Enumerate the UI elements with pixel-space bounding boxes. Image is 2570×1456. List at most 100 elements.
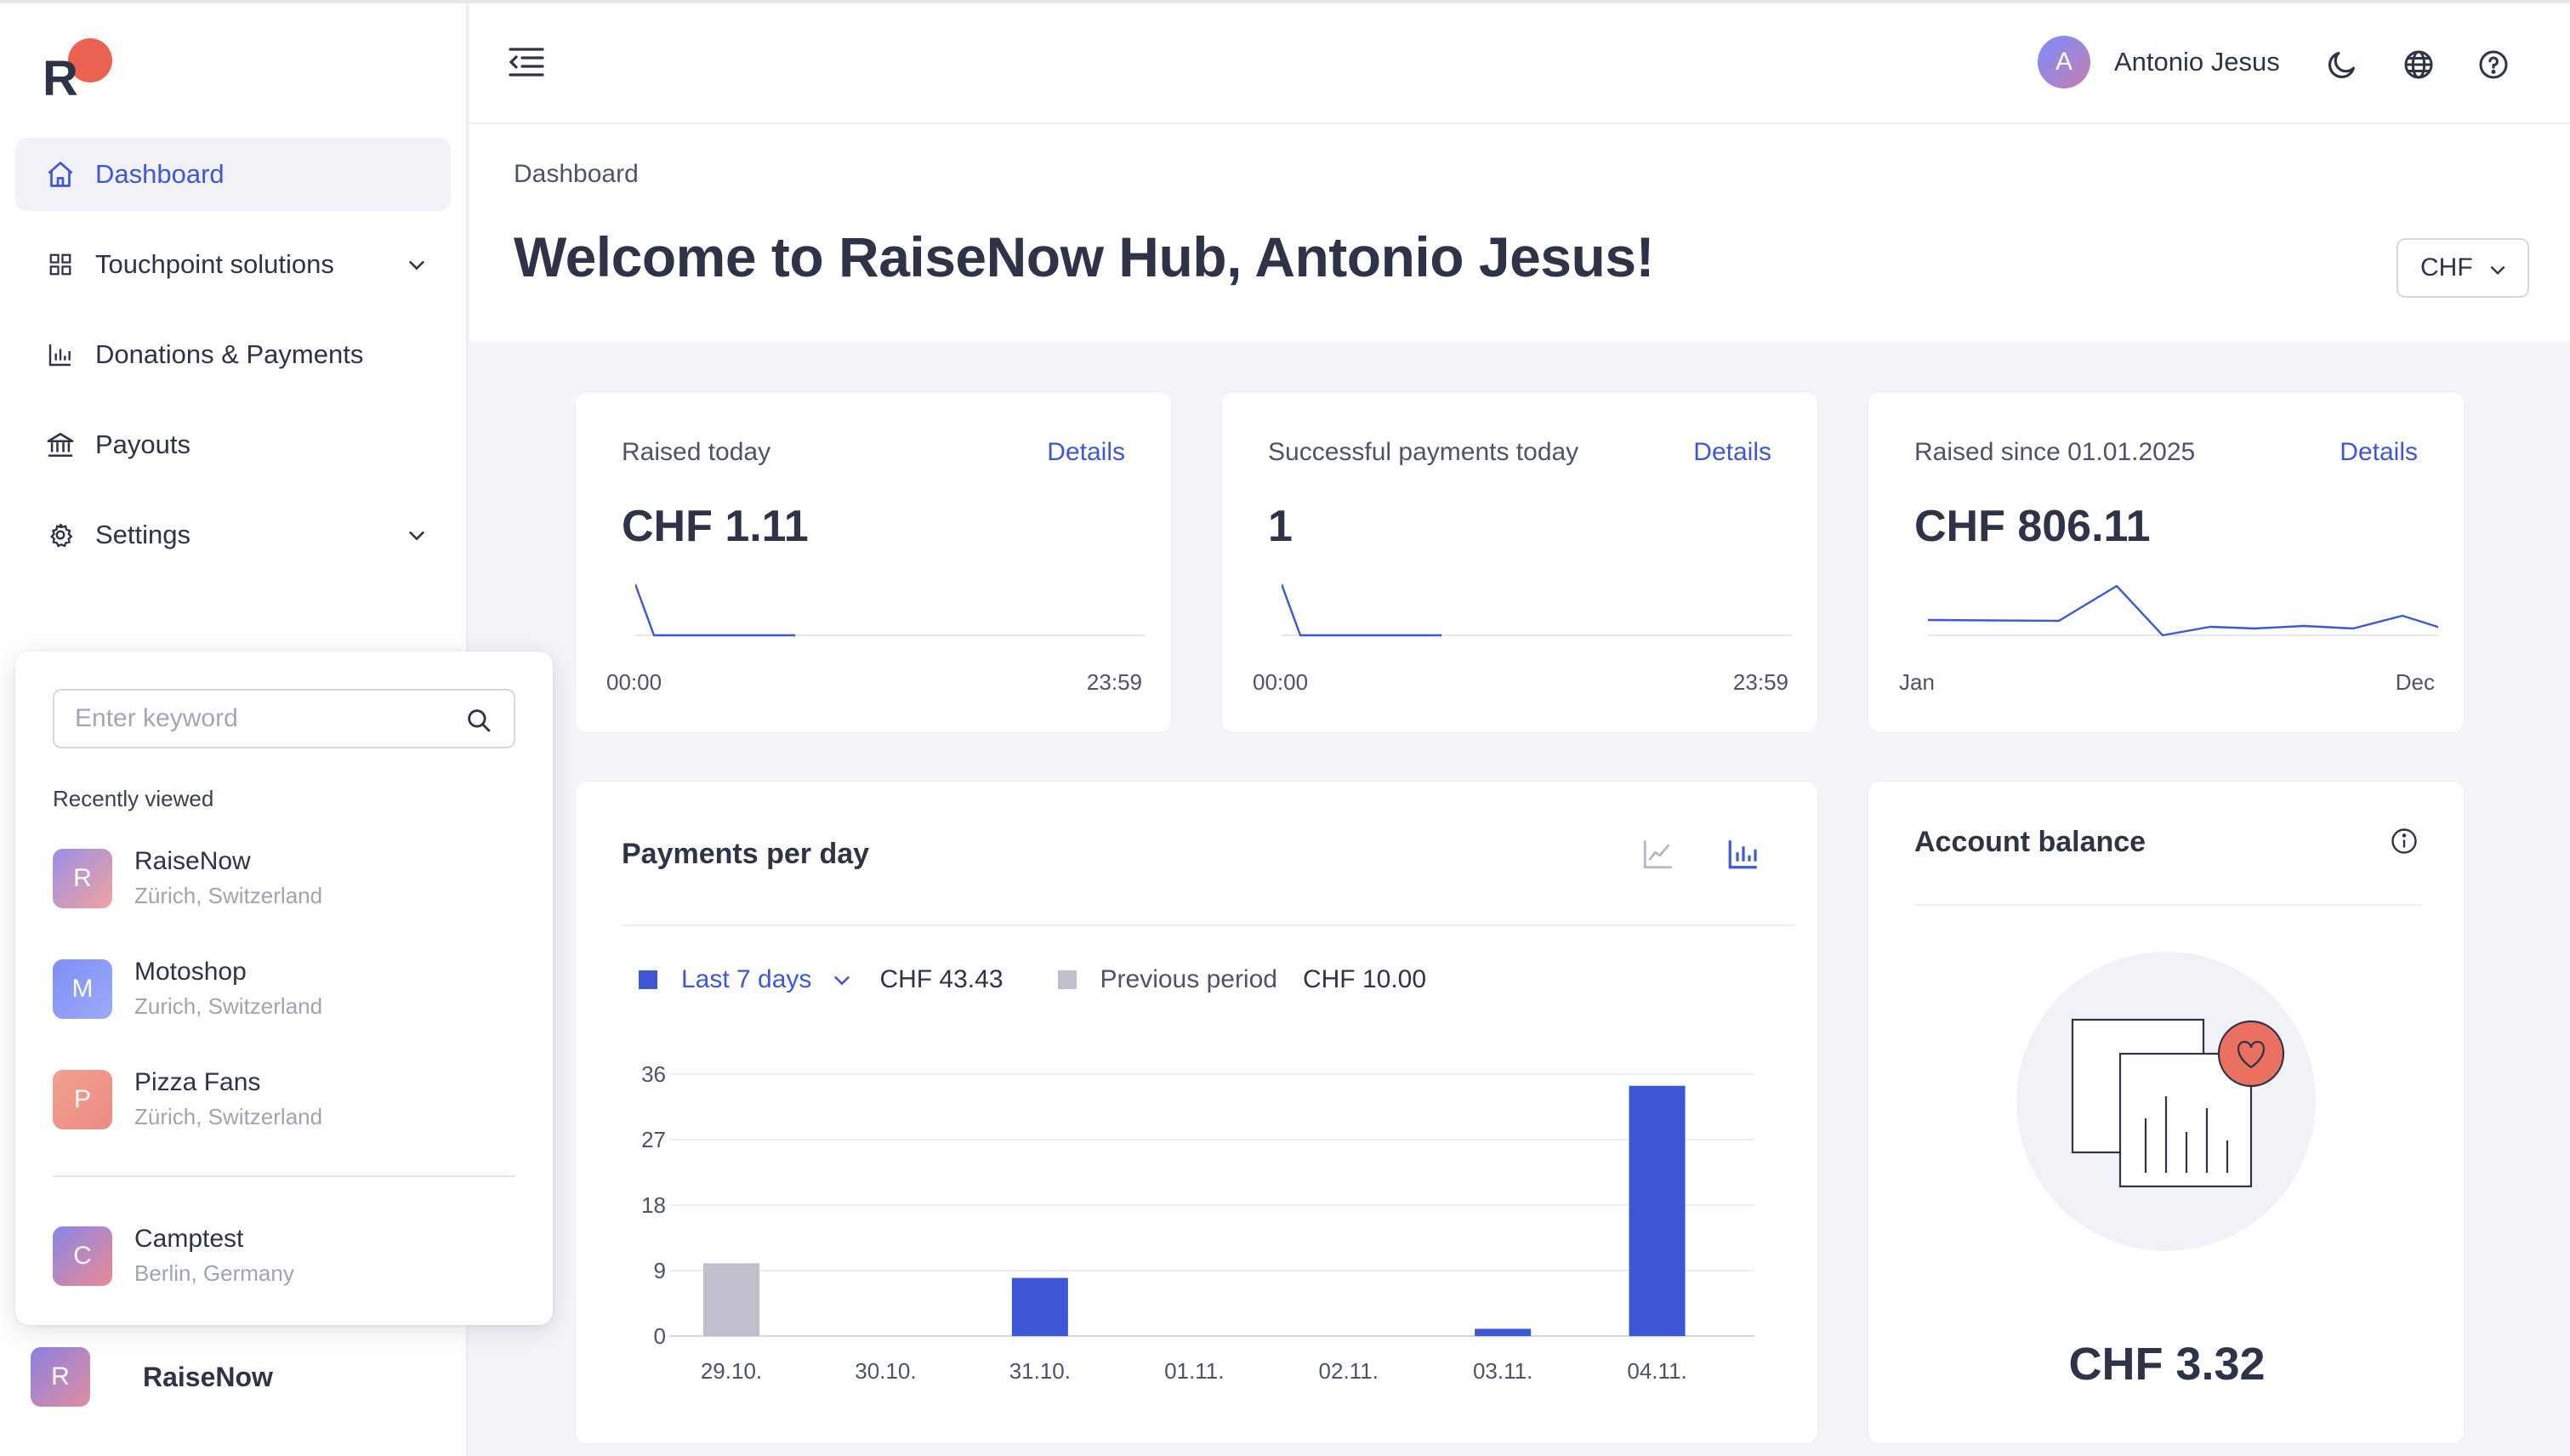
current-org-switcher[interactable]: R RaiseNow (31, 1347, 273, 1407)
page-title: Welcome to RaiseNow Hub, Antonio Jesus! (514, 225, 1655, 288)
sidebar-item-label: Touchpoint solutions (95, 249, 334, 279)
chevron-down-icon (2490, 265, 2505, 276)
bar-chart-icon (44, 338, 77, 371)
sidebar-item-label: Donations & Payments (95, 339, 364, 369)
help-icon[interactable] (2476, 48, 2510, 82)
divider (622, 924, 1795, 926)
stat-value: CHF 806.11 (1914, 502, 2151, 551)
page-header: Dashboard Welcome to RaiseNow Hub, Anton… (469, 124, 2570, 342)
org-name: RaiseNow (134, 847, 251, 875)
collapse-menu-icon[interactable] (507, 44, 546, 80)
account-balance-card: Account balance CHF 3.32 (1868, 781, 2465, 1444)
org-location: Zurich, Switzerland (134, 993, 323, 1019)
stat-label: Raised today (622, 438, 771, 466)
org-item-raisenow[interactable]: R RaiseNow Zürich, Switzerland (53, 847, 322, 909)
sidebar-item-label: Settings (95, 520, 191, 549)
org-item-motoshop[interactable]: M Motoshop Zurich, Switzerland (53, 958, 322, 1020)
y-tick-label: 9 (654, 1258, 666, 1283)
bar-last-7-days (1629, 1085, 1686, 1336)
previous-period-total: CHF 10.00 (1302, 965, 1427, 993)
y-tick-label: 27 (641, 1127, 666, 1152)
stat-label: Successful payments today (1268, 438, 1579, 466)
previous-period-label: Previous period (1100, 965, 1277, 993)
axis-start-label: 00:00 (606, 669, 662, 695)
chevron-down-icon[interactable] (405, 253, 429, 276)
divider (1914, 904, 2421, 906)
avatar: R (31, 1347, 90, 1407)
bar-chart-icon[interactable] (1726, 836, 1761, 872)
chart-legend: Last 7 days CHF 43.43 Previous period CH… (639, 965, 1426, 994)
y-tick-label: 36 (641, 1061, 666, 1087)
org-name: Camptest (134, 1225, 244, 1253)
chart-title: Payments per day (622, 838, 870, 870)
bar-last-7-days (1475, 1328, 1532, 1336)
stat-card-raised-since: Raised since 01.01.2025 Details CHF 806.… (1868, 391, 2465, 733)
divider (53, 1175, 515, 1177)
sidebar-item-label: Payouts (95, 429, 191, 459)
org-item-pizza-fans[interactable]: P Pizza Fans Zürich, Switzerland (53, 1068, 322, 1130)
home-icon (44, 158, 77, 191)
bank-icon (44, 429, 77, 461)
current-org-name: RaiseNow (143, 1361, 273, 1392)
chevron-down-icon[interactable] (830, 968, 854, 992)
globe-icon[interactable] (2402, 48, 2436, 82)
search-icon[interactable] (464, 706, 493, 735)
user-menu[interactable]: A Antonio Jesus (2038, 36, 2280, 88)
sidebar-item-dashboard[interactable]: Dashboard (15, 138, 451, 211)
currency-select[interactable]: CHF (2397, 238, 2529, 298)
x-tick-label: 31.10. (1009, 1358, 1071, 1384)
axis-end-label: 23:59 (1086, 669, 1142, 695)
balance-illustration (2016, 952, 2316, 1251)
avatar: C (53, 1226, 112, 1286)
stat-card-raised-today: Raised today Details CHF 1.11 00:00 23:5… (575, 391, 1172, 733)
x-tick-label: 29.10. (701, 1358, 762, 1384)
details-link[interactable]: Details (1047, 438, 1125, 466)
period-select[interactable]: Last 7 days (681, 965, 812, 993)
avatar: M (53, 958, 112, 1019)
recently-viewed-label: Recently viewed (53, 786, 214, 811)
raisenow-logo[interactable]: R (39, 34, 116, 102)
account-balance-value: CHF 3.32 (2068, 1339, 2266, 1390)
breadcrumb: Dashboard (514, 160, 639, 188)
info-icon[interactable] (2389, 826, 2419, 856)
bar-last-7-days (1011, 1277, 1068, 1336)
payments-per-day-card: Payments per day Last 7 days CHF 43.43 P… (575, 781, 1818, 1444)
axis-start-label: Jan (1899, 669, 1935, 695)
account-balance-title: Account balance (1914, 826, 2146, 858)
x-tick-label: 02.11. (1319, 1358, 1379, 1384)
stat-card-successful-payments: Successful payments today Details 1 00:0… (1221, 391, 1818, 733)
sidebar-item-touchpoint-solutions[interactable]: Touchpoint solutions (15, 228, 451, 301)
axis-end-label: Dec (2395, 669, 2435, 695)
sidebar-item-settings[interactable]: Settings (15, 498, 451, 572)
moon-icon[interactable] (2325, 48, 2359, 82)
gear-icon (44, 519, 77, 551)
search-input[interactable] (75, 704, 449, 733)
sidebar-item-payouts[interactable]: Payouts (15, 408, 451, 481)
x-tick-label: 04.11. (1627, 1358, 1686, 1384)
stat-label: Raised since 01.01.2025 (1914, 438, 2196, 466)
org-item-camptest[interactable]: C Camptest Berlin, Germany (53, 1225, 294, 1287)
x-tick-label: 01.11. (1164, 1358, 1224, 1384)
user-name: Antonio Jesus (2114, 47, 2280, 77)
legend-swatch-current (639, 970, 657, 989)
bar-previous-period (703, 1263, 759, 1336)
avatar: R (53, 848, 112, 908)
sparkline (1282, 583, 1792, 637)
currency-value: CHF (2420, 253, 2473, 282)
chevron-down-icon[interactable] (405, 523, 429, 547)
svg-text:R: R (43, 51, 78, 102)
legend-swatch-previous (1057, 970, 1077, 989)
grid-icon (44, 248, 77, 281)
details-link[interactable]: Details (1693, 438, 1771, 466)
details-link[interactable]: Details (2340, 438, 2418, 466)
line-chart-icon[interactable] (1640, 836, 1676, 872)
axis-end-label: 23:59 (1732, 669, 1788, 695)
x-tick-label: 03.11. (1473, 1358, 1532, 1384)
org-switcher-popup: Recently viewed R RaiseNow Zürich, Switz… (15, 651, 553, 1325)
sidebar-item-donations-payments[interactable]: Donations & Payments (15, 318, 451, 391)
y-tick-label: 0 (654, 1323, 666, 1349)
avatar: P (53, 1069, 112, 1129)
current-period-total: CHF 43.43 (879, 965, 1004, 993)
org-name: Pizza Fans (134, 1068, 261, 1096)
payments-bar-chart: 0 9 18 27 36 29.10. 30.10. 31.10. 01.11. 02.11. 03… (641, 1061, 1754, 1384)
